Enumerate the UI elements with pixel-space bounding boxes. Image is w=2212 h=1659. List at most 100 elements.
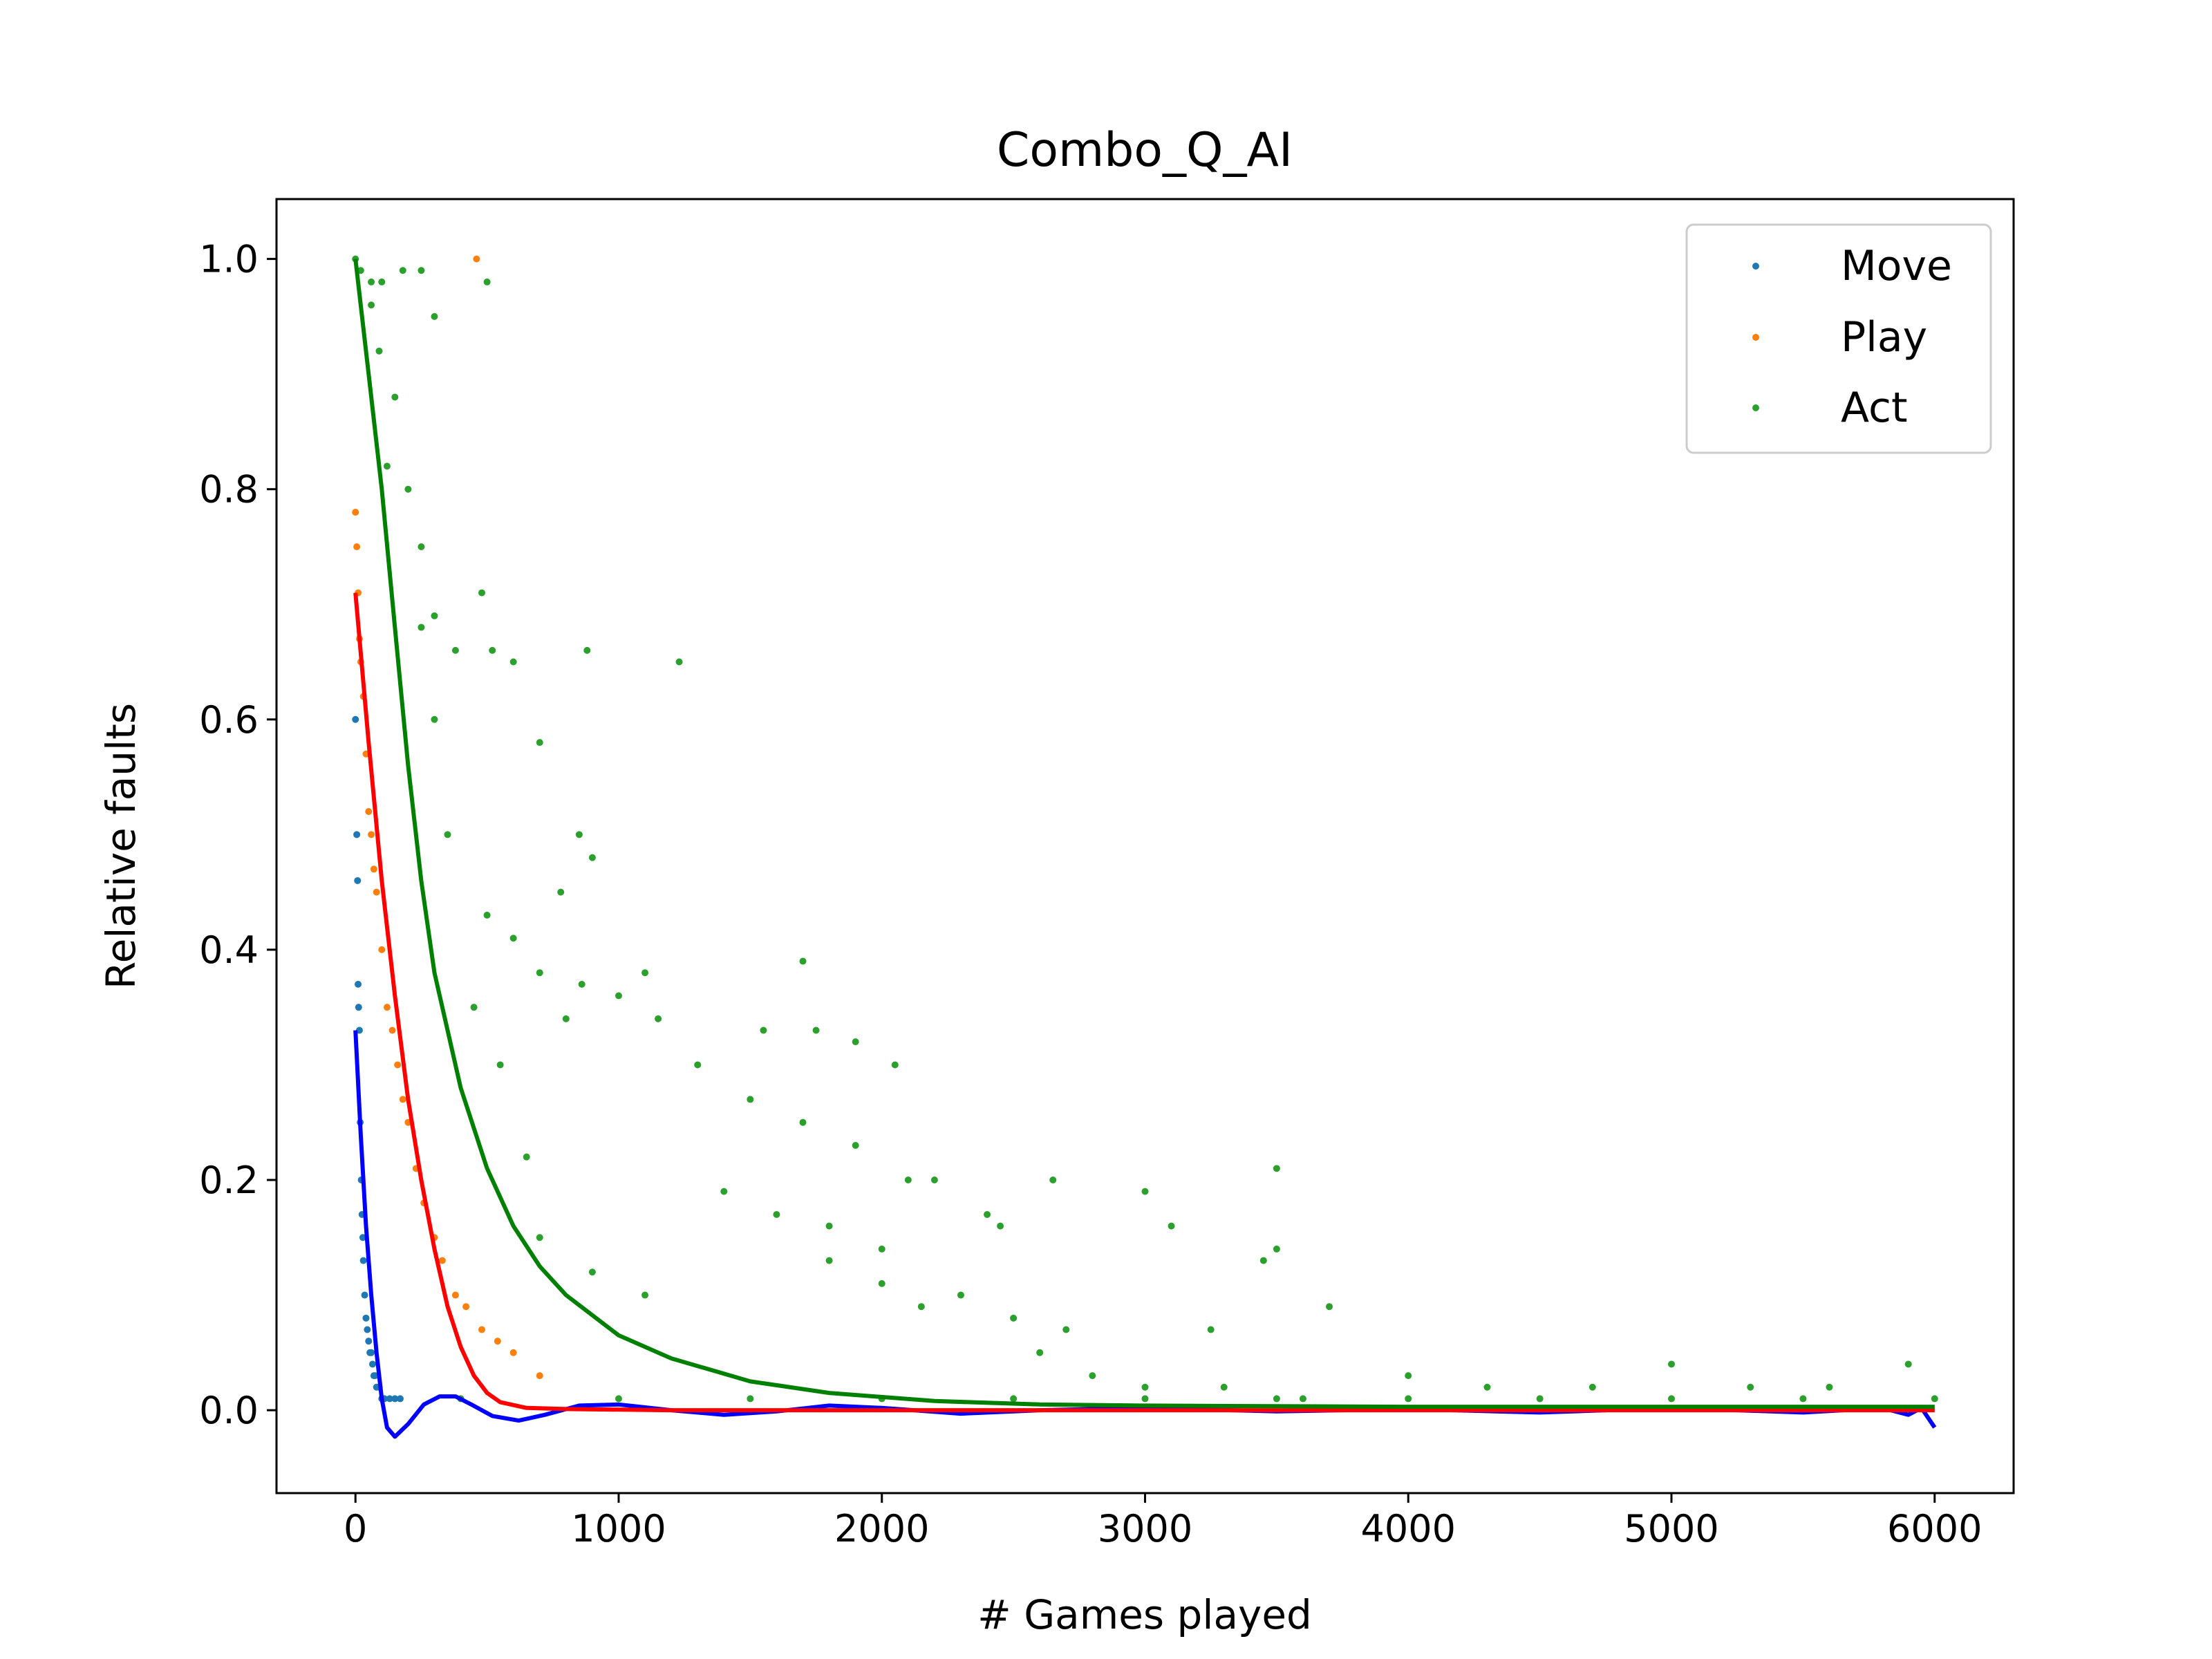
point-act [1588, 1383, 1596, 1391]
point-act [1089, 1372, 1096, 1380]
point-move [355, 1004, 362, 1011]
point-move [359, 1257, 367, 1264]
x-tick-label: 3000 [1098, 1507, 1192, 1550]
point-move [361, 1291, 368, 1299]
point-act [997, 1222, 1004, 1230]
point-act [1273, 1165, 1280, 1172]
point-act [1326, 1303, 1333, 1311]
point-act [1036, 1349, 1044, 1356]
point-act [1904, 1360, 1912, 1368]
point-act [418, 624, 425, 631]
point-act [1259, 1257, 1267, 1264]
point-act [825, 1257, 833, 1264]
point-act [694, 1061, 702, 1069]
point-play [438, 1257, 446, 1264]
point-act [917, 1303, 925, 1311]
point-move [391, 1395, 399, 1403]
y-tick-label: 0.6 [199, 698, 259, 742]
point-act [799, 1118, 807, 1126]
y-tick-label: 0.4 [199, 928, 259, 972]
point-act [1826, 1383, 1833, 1391]
x-tick-label: 2000 [834, 1507, 929, 1550]
point-act [509, 658, 517, 666]
point-play [473, 255, 480, 263]
point-act [1299, 1395, 1306, 1403]
point-play [462, 1303, 470, 1311]
point-act [747, 1096, 754, 1103]
point-act [615, 992, 622, 1000]
point-act [375, 347, 383, 355]
point-move [354, 877, 362, 884]
point-act [588, 854, 596, 861]
point-act [451, 646, 459, 654]
point-move [368, 1349, 375, 1356]
point-play [399, 1096, 406, 1103]
point-act [431, 312, 438, 320]
point-act [641, 1291, 649, 1299]
chart-title: Combo_Q_AI [997, 123, 1293, 178]
point-play [352, 509, 359, 516]
point-act [470, 1004, 478, 1011]
point-act [399, 267, 406, 274]
point-act [812, 1027, 820, 1034]
point-act [557, 888, 565, 896]
y-axis-label: Relative faults [97, 703, 144, 989]
point-act [852, 1142, 859, 1150]
point-play [494, 1338, 501, 1345]
y-tick-label: 1.0 [199, 238, 259, 281]
point-act [368, 278, 375, 285]
legend-marker-move [1752, 263, 1759, 270]
y-axis: 0.0 0.2 0.4 0.6 0.8 1.0 [199, 238, 276, 1432]
x-tick-label: 4000 [1361, 1507, 1456, 1550]
point-act [575, 831, 583, 838]
y-tick-label: 0.0 [199, 1389, 259, 1432]
point-play [373, 888, 380, 896]
point-act [720, 1188, 728, 1195]
point-move [355, 1027, 363, 1034]
point-play [394, 1061, 402, 1069]
point-act [1062, 1326, 1070, 1333]
point-act [562, 1015, 570, 1022]
fit-line-5 [353, 259, 1935, 1409]
x-tick-label: 0 [344, 1507, 367, 1550]
point-act [496, 1061, 504, 1069]
point-act [878, 1245, 885, 1253]
point-act [1405, 1395, 1412, 1403]
point-act [984, 1210, 991, 1218]
point-act [1747, 1383, 1754, 1391]
legend-label-act: Act [1841, 384, 1908, 432]
point-act [483, 278, 491, 285]
point-act [444, 831, 451, 838]
point-act [418, 267, 425, 274]
point-act [378, 278, 386, 285]
point-act [799, 957, 807, 965]
fit-line-4 [353, 592, 1935, 1413]
point-move [362, 1314, 370, 1322]
point-play [388, 1027, 396, 1034]
point-play [478, 1326, 485, 1333]
point-act [583, 646, 591, 654]
point-act [1799, 1395, 1807, 1403]
point-play [365, 808, 373, 816]
point-act [1668, 1360, 1676, 1368]
point-act [523, 1153, 530, 1161]
point-play [383, 1004, 391, 1011]
point-act [641, 969, 649, 977]
point-act [509, 935, 517, 942]
point-act [418, 543, 425, 550]
point-play [370, 865, 377, 873]
point-act [878, 1280, 885, 1287]
point-act [588, 1268, 596, 1276]
point-act [1049, 1176, 1057, 1183]
point-act [383, 462, 391, 470]
legend-box [1685, 223, 1992, 454]
point-act [483, 911, 491, 919]
point-act [1273, 1395, 1280, 1403]
point-play [536, 1372, 543, 1380]
point-act [391, 393, 399, 401]
point-act [1931, 1395, 1938, 1403]
legend-marker-play [1752, 334, 1759, 341]
y-tick-label: 0.8 [199, 468, 259, 512]
point-act [431, 715, 438, 723]
